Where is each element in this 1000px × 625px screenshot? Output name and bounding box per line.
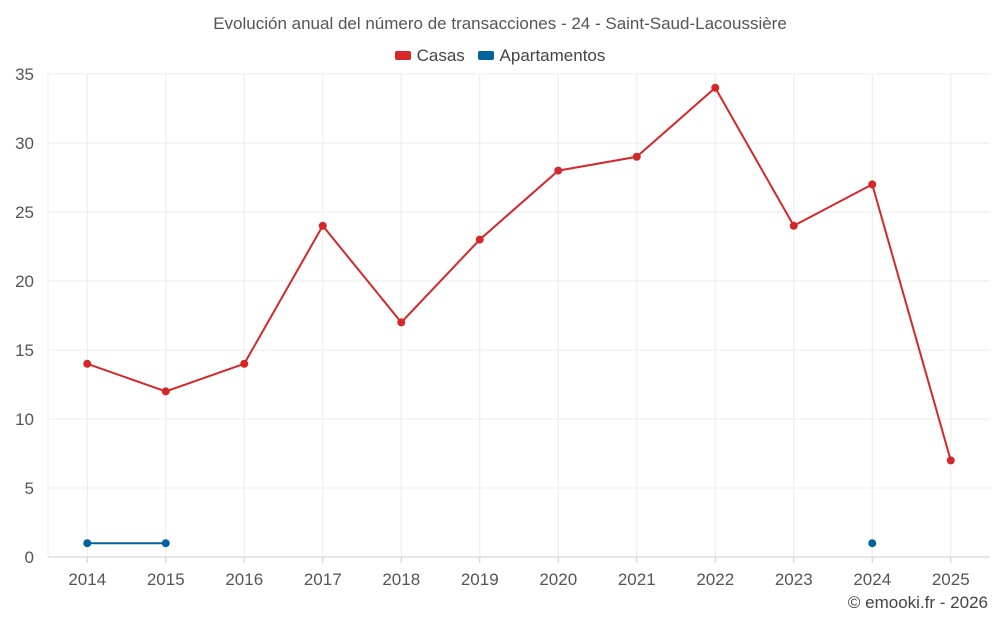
data-point-casas-2015 bbox=[161, 387, 170, 396]
x-tick-label-2024: 2024 bbox=[853, 570, 891, 589]
credit: © emooki.fr - 2026 bbox=[847, 593, 988, 612]
data-point-casas-2021 bbox=[632, 152, 641, 161]
data-point-casas-2016 bbox=[240, 359, 249, 368]
chart-title: Evolución anual del número de transaccio… bbox=[213, 14, 787, 33]
y-tick-label-0: 0 bbox=[25, 548, 34, 567]
legend-item-apartamentos[interactable]: Apartamentos bbox=[477, 45, 606, 66]
x-tick-label-2025: 2025 bbox=[932, 570, 970, 589]
legend-swatch-apartamentos bbox=[477, 51, 494, 60]
x-tick-label-2019: 2019 bbox=[461, 570, 499, 589]
legend-label-apartamentos: Apartamentos bbox=[499, 45, 606, 65]
data-point-casas-2025 bbox=[946, 456, 955, 465]
x-tick-label-2023: 2023 bbox=[775, 570, 813, 589]
data-point-casas-2024 bbox=[868, 180, 877, 189]
data-point-apartamentos-2015 bbox=[161, 539, 170, 548]
y-tick-label-35: 35 bbox=[15, 65, 34, 84]
y-tick-label-30: 30 bbox=[15, 134, 34, 153]
y-tick-label-5: 5 bbox=[25, 479, 34, 498]
x-tick-label-2022: 2022 bbox=[696, 570, 734, 589]
x-tick-label-2017: 2017 bbox=[304, 570, 342, 589]
x-tick-label-2021: 2021 bbox=[618, 570, 656, 589]
y-tick-label-15: 15 bbox=[15, 341, 34, 360]
data-point-casas-2017 bbox=[318, 221, 327, 230]
y-tick-label-20: 20 bbox=[15, 272, 34, 291]
x-tick-label-2014: 2014 bbox=[68, 570, 106, 589]
legend-swatch-casas bbox=[394, 51, 411, 60]
x-tick-label-2016: 2016 bbox=[225, 570, 263, 589]
data-point-casas-2019 bbox=[475, 235, 484, 244]
data-point-casas-2018 bbox=[397, 318, 406, 327]
legend-item-casas[interactable]: Casas bbox=[394, 45, 465, 66]
y-tick-label-25: 25 bbox=[15, 203, 34, 222]
data-point-casas-2014 bbox=[83, 359, 92, 368]
data-point-apartamentos-2014 bbox=[83, 539, 92, 548]
series-line-casas bbox=[86, 86, 952, 461]
x-tick-label-2020: 2020 bbox=[539, 570, 577, 589]
legend-label-casas: Casas bbox=[416, 45, 465, 65]
y-tick-label-10: 10 bbox=[15, 410, 34, 429]
data-point-casas-2022 bbox=[711, 83, 720, 92]
legend: Casas Apartamentos bbox=[0, 45, 1000, 66]
data-point-casas-2020 bbox=[554, 166, 563, 175]
data-point-casas-2023 bbox=[789, 221, 798, 230]
x-tick-label-2015: 2015 bbox=[147, 570, 185, 589]
data-point-apartamentos-2024 bbox=[868, 539, 877, 548]
x-tick-label-2018: 2018 bbox=[382, 570, 420, 589]
